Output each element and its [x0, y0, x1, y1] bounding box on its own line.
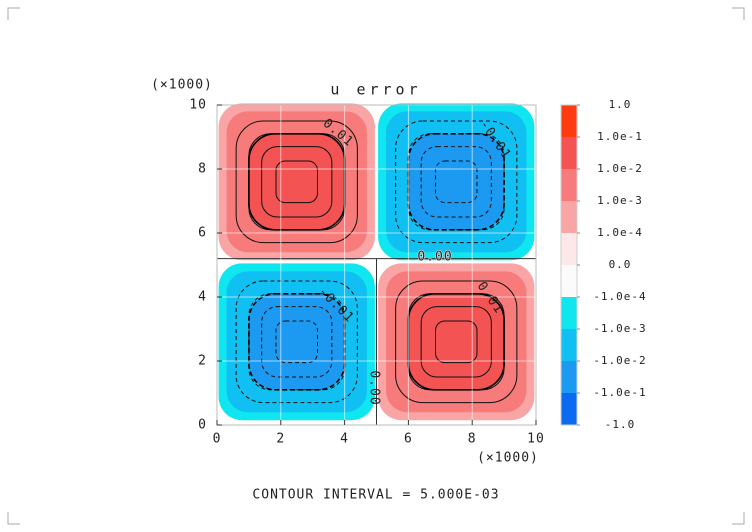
contour-line [261, 146, 333, 218]
y-tick-label: 0 [198, 418, 207, 433]
contour-line [420, 306, 492, 378]
contour-line [395, 120, 518, 244]
x-multiplier: (×1000) [477, 451, 539, 466]
corner [732, 512, 745, 525]
colorbar-label: 1.0 [609, 98, 632, 111]
colorbar-band [561, 169, 577, 201]
colorbar-label: 1.0e-3 [597, 194, 643, 207]
colorbar-label: -1.0e-2 [593, 354, 646, 367]
x-tick-label: 8 [468, 432, 477, 447]
field-band [248, 293, 345, 390]
contour-label: 0.00 [417, 250, 452, 265]
y-tick-label: 4 [198, 290, 207, 305]
corner-marks [7, 7, 745, 525]
plot-area [216, 103, 537, 426]
colorbar-label: 1.0e-1 [597, 130, 643, 143]
colorbar-label: -1.0e-1 [593, 386, 646, 399]
footer: CONTOUR INTERVAL = 5.000E-03 [252, 488, 499, 503]
colorbar-label: 1.0e-4 [597, 226, 643, 239]
contour-line [275, 160, 318, 204]
colorbar-label: 0.0 [609, 258, 632, 271]
field-band [408, 133, 505, 230]
contour-line [235, 120, 358, 244]
contour-line [395, 280, 518, 404]
contour-line [435, 160, 478, 204]
contour-line [235, 280, 358, 404]
y-tick-label: 8 [198, 162, 207, 177]
y-multiplier: (×1000) [151, 78, 213, 93]
plot-frame [216, 104, 537, 426]
y-tick-label: 6 [198, 226, 207, 241]
colorbar-band [561, 361, 577, 393]
y-tick-label: 10 [189, 98, 207, 113]
x-tick-label: 0 [213, 432, 222, 447]
colorbar-band [561, 297, 577, 329]
x-tick-label: 10 [527, 432, 545, 447]
x-tick-label: 4 [340, 432, 349, 447]
corner [7, 7, 20, 20]
field-band [408, 293, 505, 390]
colorbar-band [561, 105, 577, 137]
contour-label: 0.00 [367, 370, 382, 405]
x-tick-label: 6 [404, 432, 413, 447]
colorbar-band [561, 137, 577, 169]
colorbar-label: -1.0e-3 [593, 322, 646, 335]
field-band [248, 133, 345, 230]
colorbar-band [561, 329, 577, 361]
chart-title: u error [330, 81, 421, 99]
colorbar-label: -1.0 [605, 418, 636, 431]
x-tick-label: 2 [276, 432, 285, 447]
corner [732, 7, 745, 20]
colorbar-band [561, 201, 577, 233]
zero-contour [217, 258, 536, 425]
colorbar-label: -1.0e-4 [593, 290, 646, 303]
contour-line [435, 320, 478, 364]
corner [7, 512, 20, 525]
colorbar-label: 1.0e-2 [597, 162, 643, 175]
colorbar-band [561, 265, 577, 297]
contour-line [275, 320, 318, 364]
colorbar-band [561, 393, 577, 425]
colorbar-band [561, 233, 577, 265]
y-tick-label: 2 [198, 354, 207, 369]
